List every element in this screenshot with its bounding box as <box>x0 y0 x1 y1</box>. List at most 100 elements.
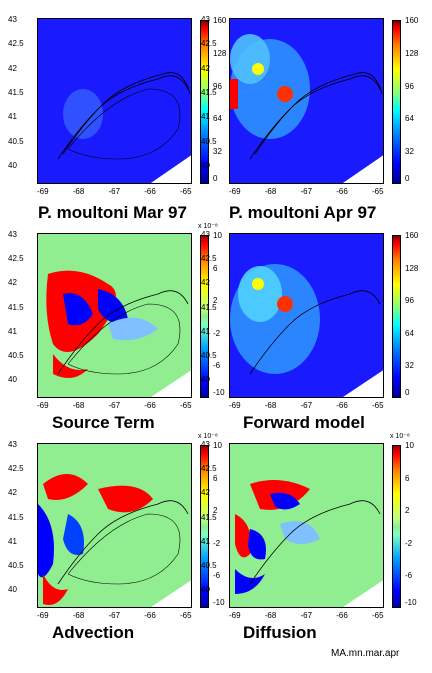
colorbar-tick-label: 96 <box>405 296 414 306</box>
colorbar-tick-label: 64 <box>405 328 414 338</box>
colorbar-diffusion <box>392 445 401 608</box>
y-tick-label: 40 <box>8 375 17 384</box>
y-tick-label: 42 <box>8 278 17 288</box>
x-tick-label: -67 <box>300 611 313 620</box>
colorbar-tick-label: -2 <box>405 538 413 548</box>
colorbar-tick-label: -6 <box>405 571 413 581</box>
y-tick-label: 40.5 <box>201 136 217 146</box>
x-tick-label: -68 <box>72 401 85 410</box>
y-tick-label: 41 <box>201 536 210 546</box>
colorbar-apr97 <box>392 20 401 184</box>
y-tick-label: 41.5 <box>201 302 217 312</box>
y-tick-label: 42.5 <box>201 39 217 49</box>
colorbar-tick-label: 0 <box>213 174 218 183</box>
colorbar-tick-label: 6 <box>213 263 218 273</box>
x-tick-label: -69 <box>37 401 49 410</box>
land-mask <box>151 580 191 607</box>
y-tick-label: 41.5 <box>8 88 24 97</box>
y-tick-label: 43 <box>201 15 210 24</box>
x-tick-label: -69 <box>229 611 241 620</box>
x-tick-label: -69 <box>229 401 241 410</box>
map-source <box>37 233 192 398</box>
x-tick-label: -66 <box>336 187 348 196</box>
x-tick-label: -69 <box>37 611 49 620</box>
y-tick-label: 42 <box>201 488 210 498</box>
colorbar-exponent-source: x 10⁻⁸ <box>198 223 218 230</box>
colorbar-tick-label: -6 <box>213 571 221 581</box>
x-tick-label: -66 <box>144 611 156 620</box>
y-tick-label: 41.5 <box>201 512 217 522</box>
y-tick-label: 41.5 <box>201 88 217 97</box>
colorbar-tick-label: -6 <box>213 361 221 371</box>
y-tick-label: 41 <box>201 112 210 122</box>
colorbar-tick-label: 160 <box>405 16 419 25</box>
x-tick-label: -65 <box>372 401 384 410</box>
colorbar-tick-label: 2 <box>213 506 218 516</box>
y-tick-label: 41 <box>8 326 17 336</box>
y-tick-label: 43 <box>201 230 210 239</box>
colorbar-tick-label: 0 <box>405 174 410 183</box>
x-tick-label: -69 <box>229 187 241 196</box>
y-tick-label: 43 <box>8 440 17 449</box>
x-tick-label: -68 <box>264 187 277 196</box>
colorbar-tick-label: 32 <box>405 147 414 157</box>
colorbar-mar97 <box>200 20 209 184</box>
y-tick-label: 41.5 <box>8 512 24 522</box>
y-tick-label: 43 <box>8 15 17 24</box>
colorbar-tick-label: 160 <box>213 16 227 25</box>
panel-title-diffusion: Diffusion <box>243 623 317 642</box>
y-tick-label: 40 <box>201 161 210 170</box>
x-tick-label: -65 <box>372 187 384 196</box>
y-tick-label: 43 <box>8 230 17 239</box>
x-tick-label: -65 <box>180 611 192 620</box>
y-tick-label: 40.5 <box>201 350 217 360</box>
colorbar-tick-label: 10 <box>213 441 222 450</box>
footer-label: MA.mn.mar.apr <box>331 648 400 659</box>
land-mask <box>150 155 191 183</box>
colorbar-tick-label: 160 <box>405 231 419 240</box>
colorbar-forward <box>392 235 401 398</box>
y-tick-label: 42.5 <box>8 39 24 49</box>
map-contours <box>230 234 383 397</box>
y-tick-label: 42 <box>201 278 210 288</box>
colorbar-tick-label: 10 <box>405 441 414 450</box>
colorbar-tick-label: 6 <box>405 473 410 483</box>
x-tick-label: -65 <box>180 401 192 410</box>
x-tick-label: -68 <box>264 401 277 410</box>
colorbar-tick-label: 6 <box>213 473 218 483</box>
map-forward <box>229 233 384 398</box>
x-tick-label: -67 <box>108 401 121 410</box>
colorbar-tick-label: 32 <box>405 361 414 371</box>
y-tick-label: 40 <box>201 375 210 384</box>
colorbar-tick-label: 2 <box>405 506 410 516</box>
map-apr97 <box>229 18 384 184</box>
y-tick-label: 41.5 <box>8 302 24 312</box>
colorbar-tick-label: 2 <box>213 296 218 306</box>
colorbar-tick-label: -2 <box>213 538 221 548</box>
map-contours <box>38 444 191 607</box>
y-tick-label: 40 <box>8 161 17 170</box>
colorbar-source <box>200 235 209 398</box>
map-contours <box>230 19 383 183</box>
x-tick-label: -66 <box>144 187 156 196</box>
colorbar-tick-label: 128 <box>213 48 227 58</box>
colorbar-exponent-diffusion: x 10⁻⁸ <box>390 433 410 440</box>
colorbar-tick-label: 128 <box>405 48 419 58</box>
panel-title-mar97: P. moultoni Mar 97 <box>38 203 187 222</box>
y-tick-label: 42 <box>201 63 210 73</box>
x-tick-label: -65 <box>372 611 384 620</box>
x-tick-label: -68 <box>72 611 85 620</box>
y-tick-label: 40.5 <box>8 350 24 360</box>
map-advection <box>37 443 192 608</box>
colorbar-tick-label: 64 <box>213 114 222 124</box>
y-tick-label: 41 <box>8 536 17 546</box>
colorbar-exponent-advection: x 10⁻⁸ <box>198 433 218 440</box>
y-tick-label: 40 <box>201 585 210 594</box>
y-tick-label: 40.5 <box>201 560 217 570</box>
y-tick-label: 41 <box>8 112 17 122</box>
colorbar-advection <box>200 445 209 608</box>
x-tick-label: -65 <box>180 187 192 196</box>
map-diffusion <box>229 443 384 608</box>
colorbar-tick-label: -10 <box>213 388 225 397</box>
colorbar-tick-label: 32 <box>213 147 222 157</box>
